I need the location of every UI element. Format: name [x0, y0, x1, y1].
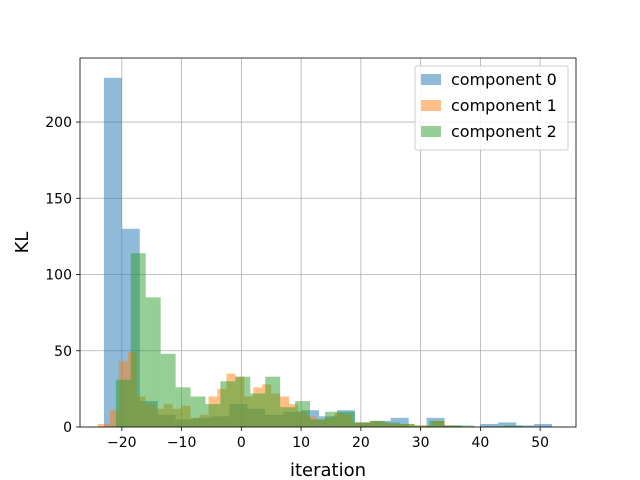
histogram-bar	[498, 422, 517, 427]
histogram-bar	[295, 401, 311, 427]
histogram-bar	[534, 423, 553, 427]
histogram-bar	[480, 423, 499, 427]
histogram-bars	[97, 77, 553, 427]
histogram-bar	[220, 381, 236, 427]
legend-label: component 0	[451, 70, 557, 89]
histogram-bar	[459, 425, 475, 427]
histogram-bar	[444, 425, 460, 427]
histogram-bar	[399, 423, 415, 427]
histogram-bar	[265, 376, 281, 427]
histogram-bar	[250, 393, 266, 427]
legend-swatch	[421, 100, 441, 111]
histogram-bar	[190, 396, 206, 427]
histogram-bar	[280, 407, 296, 427]
histogram-bar	[160, 353, 176, 427]
x-tick-label: 10	[292, 435, 310, 451]
histogram-bar	[97, 423, 110, 427]
histogram-bar	[339, 411, 355, 427]
x-tick-label: 0	[237, 435, 246, 451]
histogram-bar	[103, 77, 122, 427]
series-2-bars	[115, 253, 523, 427]
histogram-bar	[429, 420, 445, 427]
axis-ticks: −20 −10 0 10 20 30 40 50 0 50 100 150 200	[45, 115, 549, 451]
x-tick-label: 30	[412, 435, 430, 451]
y-tick-label: 200	[45, 115, 72, 131]
legend: component 0 component 1 component 2	[414, 65, 569, 151]
y-tick-label: 100	[45, 268, 72, 284]
y-tick-label: 150	[45, 191, 72, 207]
x-tick-label: 40	[471, 435, 489, 451]
y-tick-label: 50	[54, 344, 72, 360]
histogram-bar	[414, 425, 430, 427]
legend-swatch	[421, 126, 441, 137]
histogram-bar	[205, 404, 221, 427]
histogram-bar	[369, 420, 385, 427]
plot-frame	[79, 57, 577, 428]
histogram-bar	[115, 379, 131, 427]
x-tick-label: 50	[531, 435, 549, 451]
histogram-bar	[109, 410, 119, 427]
y-axis-label: KL	[12, 232, 33, 254]
legend-swatch	[421, 74, 441, 85]
histogram-bar	[310, 419, 326, 427]
y-tick-label: 0	[63, 420, 72, 436]
histogram-bar	[504, 425, 523, 427]
x-tick-label: −10	[167, 435, 197, 451]
x-tick-label: 20	[352, 435, 370, 451]
histogram-bar	[354, 422, 370, 427]
legend-label: component 2	[451, 122, 557, 141]
histogram-bar	[384, 422, 400, 427]
legend-label: component 1	[451, 96, 557, 115]
histogram-bar	[235, 376, 251, 427]
histogram-bar	[145, 297, 161, 427]
histogram-bar	[325, 411, 340, 427]
histogram-bar	[130, 253, 146, 427]
x-tick-label: −20	[107, 435, 137, 451]
legend-frame	[414, 65, 569, 151]
histogram-bar	[390, 417, 409, 427]
histogram-bar	[175, 387, 191, 427]
x-axis-label: iteration	[290, 460, 366, 480]
histogram-bar	[516, 425, 535, 427]
